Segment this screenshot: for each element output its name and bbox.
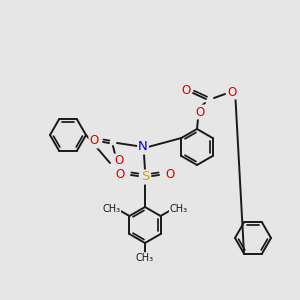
Text: O: O — [89, 134, 99, 148]
Text: O: O — [114, 154, 124, 167]
Text: N: N — [138, 140, 148, 154]
Text: O: O — [116, 169, 124, 182]
Text: CH₃: CH₃ — [136, 253, 154, 263]
Text: S: S — [141, 170, 149, 184]
Text: CH₃: CH₃ — [102, 203, 120, 214]
Text: O: O — [195, 106, 205, 118]
Text: O: O — [227, 85, 237, 98]
Text: CH₃: CH₃ — [170, 203, 188, 214]
Text: O: O — [182, 83, 190, 97]
Text: O: O — [165, 169, 175, 182]
